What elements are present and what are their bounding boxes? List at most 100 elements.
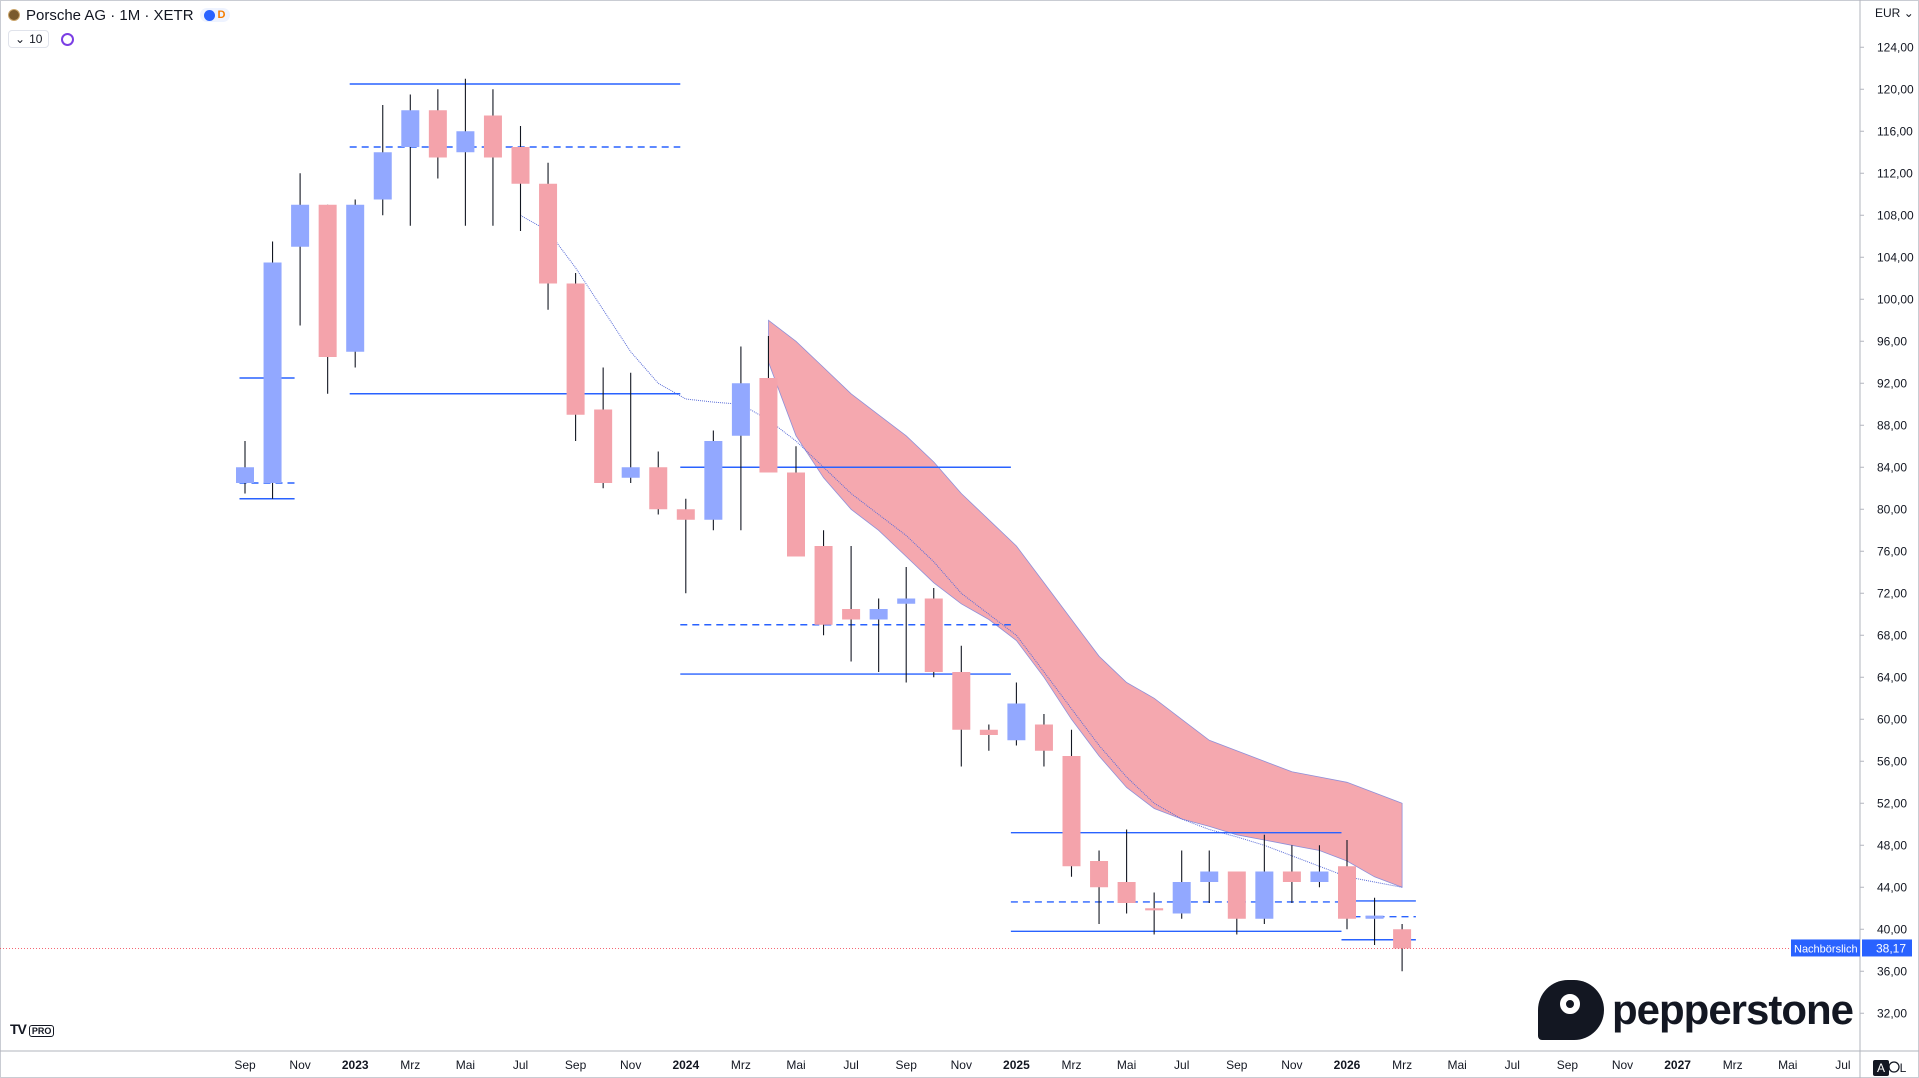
x-tick-label: Sep [1557,1058,1579,1072]
candle-body [621,467,640,478]
y-tick-label: 112,00 [1877,166,1913,180]
candle-2024-01 [676,498,695,594]
pepperstone-mark-icon [1538,980,1604,1040]
x-tick-label: Mai [456,1058,475,1072]
candle-body [1227,871,1246,919]
log-scale-button[interactable]: L [1899,1061,1907,1075]
candle-2025-02 [1034,714,1053,767]
session-tag-bg [1791,939,1860,957]
candle-body [731,383,750,436]
candle-2022-11 [291,173,310,326]
candle-2023-01 [346,199,365,368]
x-tick-label: Mrz [1062,1058,1082,1072]
candle-2022-12 [318,204,337,394]
y-tick-label: 52,00 [1877,796,1907,810]
x-tick-label: Mai [786,1058,805,1072]
candle-2024-11 [952,645,971,767]
x-tick-label: Mrz [1723,1058,1743,1072]
y-tick-label: 68,00 [1877,628,1907,642]
candle-2025-05 [1117,829,1136,914]
candle-body [704,441,723,520]
candle-body [1200,871,1219,882]
candle-2024-05 [787,446,805,557]
x-tick-label: Mrz [1392,1058,1412,1072]
candle-2023-11 [621,372,640,483]
status-pill[interactable]: D [199,8,230,22]
y-tick-label: 60,00 [1877,712,1907,726]
candle-2024-06 [814,530,833,636]
candle-2023-04 [428,89,447,179]
candle-body [1282,871,1301,882]
candle-2023-05 [456,78,475,226]
x-tick-label: 2023 [342,1058,369,1072]
candle-body [897,598,916,604]
candle-body [1172,882,1191,914]
candle-2023-03 [401,94,420,226]
moving-average [520,214,1403,888]
currency-selector[interactable]: EUR ⌄ [1875,6,1914,20]
candle-body [483,115,502,158]
y-tick-label: 40,00 [1877,922,1907,936]
candle-body [456,131,475,153]
candle-body [869,609,888,620]
y-tick-label: 116,00 [1877,124,1913,138]
x-tick-label: 2025 [1003,1058,1030,1072]
x-tick-label: Nov [620,1058,641,1072]
candle-body [676,509,695,520]
candle-2024-10 [924,588,943,678]
candle-body [787,472,805,557]
candle-2023-09 [566,273,585,441]
candle-2025-01 [1007,682,1026,746]
auto-scale-button[interactable]: A [1873,1060,1889,1076]
y-tick-label: 64,00 [1877,670,1907,684]
candle-2025-08 [1200,850,1219,903]
candle-body [401,110,420,147]
y-tick-label: 84,00 [1877,460,1907,474]
gear-icon [1888,1061,1900,1073]
candle-2024-07 [842,546,861,662]
pepperstone-logo: pepperstone [1538,980,1854,1040]
x-tick-label: 2024 [672,1058,699,1072]
y-tick-label: 88,00 [1877,418,1907,432]
candle-body [1255,871,1274,919]
y-tick-label: 32,00 [1877,1006,1907,1020]
refresh-icon[interactable] [61,32,75,46]
chart-header: Porsche AG · 1M · XETR D [8,5,230,25]
candle-2026-02 [1365,897,1384,945]
candle-2025-07 [1172,850,1191,919]
y-tick-label: 76,00 [1877,544,1907,558]
x-tick-label: Sep [896,1058,918,1072]
candle-2025-04 [1090,850,1109,924]
x-tick-label: Jul [843,1058,858,1072]
candles [236,78,1412,972]
y-tick-label: 92,00 [1877,376,1907,390]
x-tick-label: Mrz [731,1058,751,1072]
y-tick-label: 120,00 [1877,82,1914,96]
price-tag-bg [1862,939,1912,957]
candle-body [511,147,530,184]
tv-mark: TV [10,1021,27,1037]
candle-body [1090,861,1109,888]
indicators-toggle[interactable]: ⌄ 10 [8,30,50,48]
candle-2025-09 [1227,871,1246,935]
symbol-title[interactable]: Porsche AG · 1M · XETR [26,6,194,24]
x-tick-label: Jul [1505,1058,1520,1072]
cloud-band [768,319,1403,888]
candle-2025-03 [1062,729,1081,877]
x-tick-label: Sep [234,1058,256,1072]
candle-body [814,546,833,625]
candle-body [1034,724,1053,751]
x-tick-label: Jul [513,1058,528,1072]
candle-2023-10 [594,367,613,489]
candle-body [566,283,585,415]
candle-body [1365,915,1384,919]
y-tick-label: 36,00 [1877,964,1907,978]
x-tick-label: Mai [1117,1058,1136,1072]
candle-body [373,152,392,200]
candle-2023-06 [483,89,502,226]
candle-body [924,598,943,672]
candle-body [1007,703,1026,741]
y-tick-label: 124,00 [1877,40,1914,54]
candle-body [236,467,254,483]
